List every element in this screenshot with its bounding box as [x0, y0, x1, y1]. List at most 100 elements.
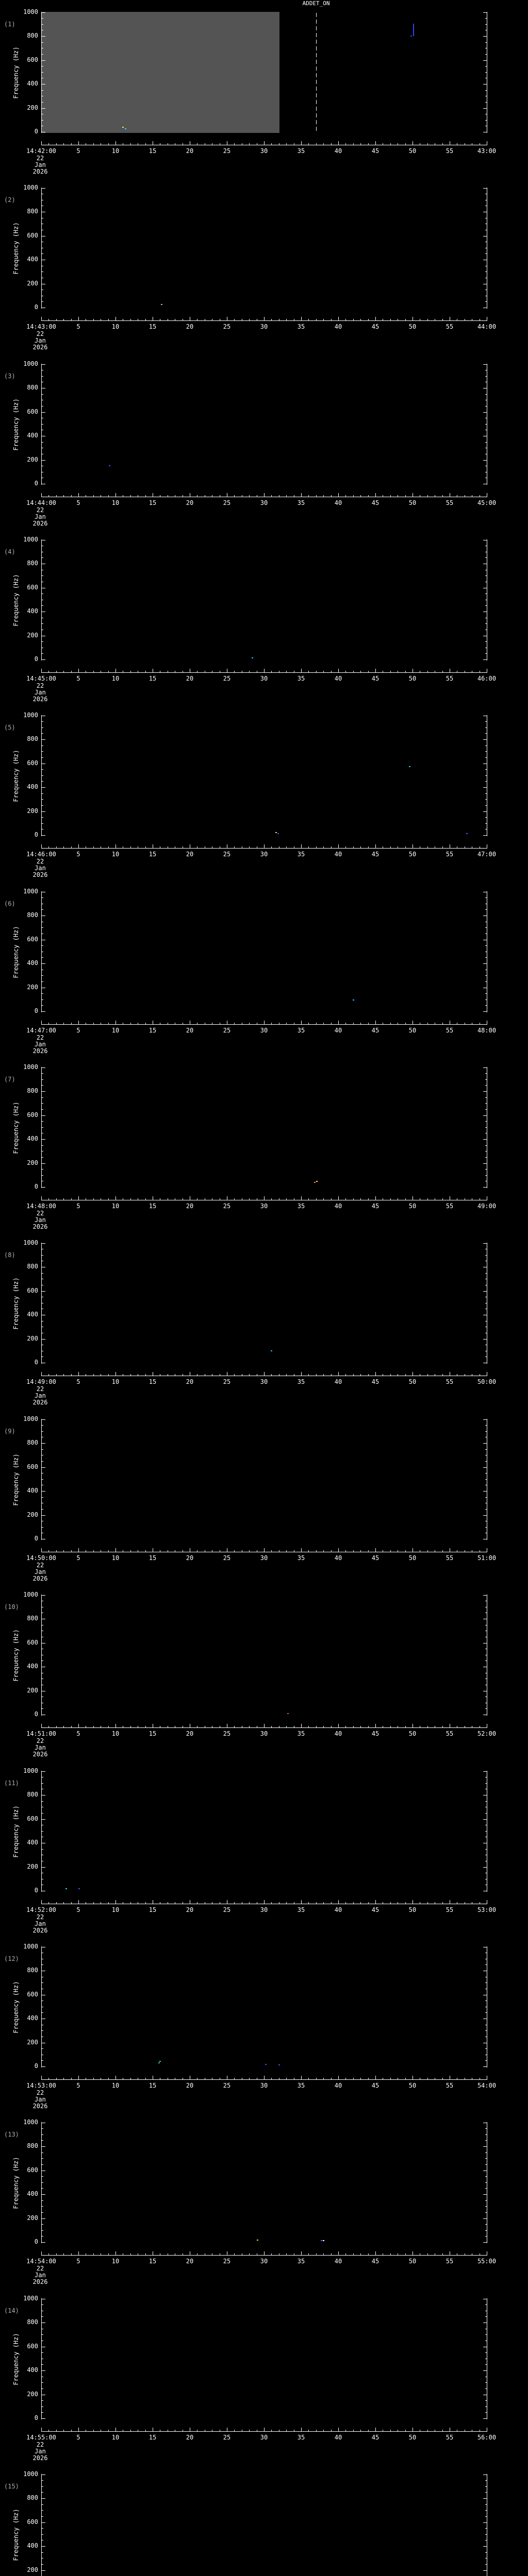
y-tick	[42, 1467, 45, 1468]
x-tick	[63, 671, 64, 672]
x-tick	[234, 2430, 235, 2431]
x-tick-label: 30	[260, 851, 268, 858]
x-tick	[316, 495, 317, 497]
y-tick-label: 600	[27, 1991, 38, 1998]
x-tick	[360, 1374, 361, 1376]
y-tick	[485, 2304, 487, 2305]
x-tick	[63, 1902, 64, 1904]
y-axis-left	[41, 12, 42, 133]
y-tick	[485, 1497, 487, 1498]
date-year-label: 2026	[32, 1047, 48, 1055]
x-tick-label: 40	[334, 499, 342, 506]
x-tick	[308, 2430, 309, 2431]
x-tick	[323, 143, 324, 145]
x-tick	[360, 1550, 361, 1552]
y-tick	[42, 54, 43, 55]
x-tick-label: 20	[186, 1378, 194, 1385]
y-tick	[42, 120, 43, 121]
detection-speck	[275, 832, 277, 833]
y-tick	[485, 442, 487, 443]
y-tick	[42, 460, 45, 461]
y-tick	[485, 2182, 487, 2183]
date-month-label: Jan	[35, 1041, 46, 1048]
detection-streak	[413, 24, 414, 36]
x-tick	[145, 495, 146, 497]
x-axis-start-time: 14:49:00	[26, 1378, 56, 1385]
x-tick	[405, 2078, 406, 2079]
y-tick	[42, 2048, 43, 2049]
y-tick	[42, 963, 45, 964]
x-tick	[145, 1726, 146, 1727]
x-tick	[338, 2428, 339, 2431]
x-tick-label: 15	[148, 1027, 157, 1034]
x-tick	[375, 1548, 376, 1552]
y-tick	[42, 42, 43, 43]
y-tick-label: 600	[27, 56, 38, 63]
x-tick-label: 15	[148, 147, 157, 155]
x-tick	[56, 2078, 57, 2079]
date-month-label: Jan	[35, 689, 46, 696]
x-tick	[323, 2078, 324, 2079]
x-tick	[412, 1724, 413, 1727]
y-tick	[42, 424, 43, 425]
x-tick	[301, 317, 302, 320]
y-tick	[483, 1115, 487, 1116]
x-tick	[301, 669, 302, 672]
y-tick-label: 400	[27, 1839, 38, 1846]
x-tick	[108, 846, 109, 848]
x-tick	[286, 671, 287, 672]
y-tick	[42, 2206, 43, 2207]
x-tick	[442, 2078, 443, 2079]
x-tick	[130, 1023, 131, 1024]
x-tick	[338, 1724, 339, 1727]
x-tick-label: 5	[76, 2258, 80, 2265]
y-tick	[483, 2522, 487, 2523]
y-tick-label: 600	[27, 232, 38, 239]
x-tick-label: 20	[186, 851, 194, 858]
y-tick	[485, 2564, 487, 2565]
x-tick	[93, 2430, 94, 2431]
x-tick	[390, 2253, 391, 2255]
x-tick-label: 35	[297, 1378, 305, 1385]
x-tick-label: 10	[111, 675, 120, 682]
x-tick	[301, 1021, 302, 1024]
y-tick	[485, 1479, 487, 1480]
x-tick	[390, 1550, 391, 1552]
y-tick	[42, 1831, 43, 1832]
y-tick	[483, 1067, 487, 1068]
detection-speck	[78, 1888, 80, 1889]
x-tick	[130, 319, 131, 320]
y-tick-label: 400	[27, 1663, 38, 1670]
y-tick	[42, 817, 43, 818]
y-axis-title-text: Frequency (Hz)	[12, 750, 20, 802]
y-tick	[485, 999, 487, 1000]
y-axis-title-text: Frequency (Hz)	[12, 2333, 20, 2385]
y-tick	[42, 72, 43, 73]
x-axis-end-time: 51:00	[477, 1554, 497, 1562]
date-month-label: Jan	[35, 513, 46, 520]
y-tick-label: 200	[27, 807, 38, 815]
x-tick	[442, 319, 443, 320]
y-tick	[485, 1982, 487, 1983]
y-tick	[42, 721, 43, 722]
x-tick	[145, 2430, 146, 2431]
x-tick-label: 5	[76, 675, 80, 682]
x-tick-label: 30	[260, 1906, 268, 1913]
y-tick-label: 1000	[23, 1063, 38, 1071]
y-axis-title-text: Frequency (Hz)	[12, 222, 20, 275]
x-tick-label: 5	[76, 1730, 80, 1737]
x-tick-label: 20	[186, 1730, 194, 1737]
y-tick	[485, 623, 487, 624]
y-tick	[485, 2504, 487, 2505]
x-tick	[331, 1902, 332, 1904]
y-tick-label: 1000	[23, 1591, 38, 1598]
y-tick-label: 800	[27, 1439, 38, 1446]
y-tick	[42, 575, 43, 576]
x-tick	[301, 1196, 302, 1200]
y-tick	[42, 2352, 43, 2353]
y-tick	[42, 90, 43, 91]
x-tick	[375, 844, 376, 848]
x-tick	[375, 1372, 376, 1376]
x-tick	[249, 1023, 250, 1024]
